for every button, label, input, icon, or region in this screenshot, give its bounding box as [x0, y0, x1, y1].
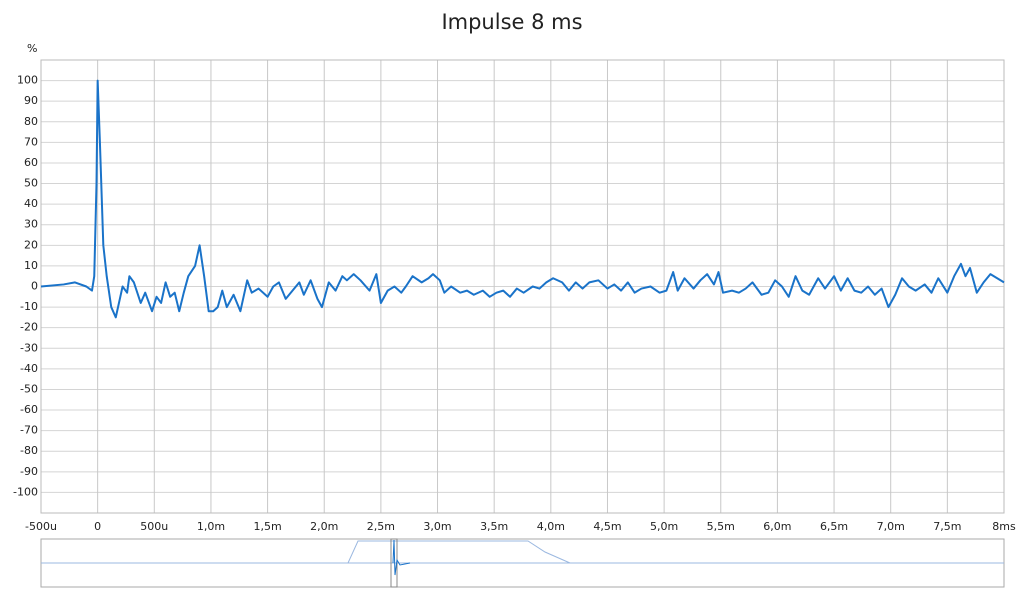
- x-tick-label: 5,0m: [650, 520, 678, 533]
- overview-window: [347, 540, 571, 564]
- overview: [40, 538, 1005, 588]
- x-tick-label: 1,5m: [253, 520, 281, 533]
- y-tick-label: -30: [20, 341, 38, 354]
- y-tick-label: -40: [20, 362, 38, 375]
- x-tick-label: 6,5m: [820, 520, 848, 533]
- x-tick-label: 2,0m: [310, 520, 338, 533]
- data-line: [40, 79, 1005, 319]
- y-tick-label: 40: [24, 197, 38, 210]
- x-tick-label: -500u: [25, 520, 57, 533]
- y-tick-label: 100: [17, 74, 38, 87]
- y-tick-label: -70: [20, 424, 38, 437]
- x-tick-label: 8ms: [992, 520, 1016, 533]
- y-axis-label: %: [27, 42, 37, 55]
- y-tick-label: 70: [24, 135, 38, 148]
- y-tick-label: -50: [20, 382, 38, 395]
- y-tick-label: -60: [20, 403, 38, 416]
- y-tick-label: 10: [24, 259, 38, 272]
- chart-title: Impulse 8 ms: [441, 10, 582, 34]
- y-tick-label: 20: [24, 238, 38, 251]
- y-tick-label: 60: [24, 156, 38, 169]
- y-tick-label: 30: [24, 218, 38, 231]
- x-tick-label: 6,0m: [763, 520, 791, 533]
- x-tick-label: 1,0m: [197, 520, 225, 533]
- y-tick-label: -100: [13, 485, 38, 498]
- x-tick-label: 5,5m: [707, 520, 735, 533]
- x-tick-label: 7,0m: [877, 520, 905, 533]
- x-tick-label: 4,0m: [537, 520, 565, 533]
- y-tick-label: -20: [20, 321, 38, 334]
- y-tick-label: 50: [24, 177, 38, 190]
- x-tick-label: 2,5m: [367, 520, 395, 533]
- y-tick-label: -10: [20, 300, 38, 313]
- y-tick-label: 90: [24, 94, 38, 107]
- y-tick-label: 80: [24, 115, 38, 128]
- overview-trace: [392, 539, 411, 576]
- y-tick-label: -80: [20, 444, 38, 457]
- x-tick-label: 3,0m: [423, 520, 451, 533]
- x-tick-label: 3,5m: [480, 520, 508, 533]
- x-tick-label: 500u: [140, 520, 168, 533]
- x-tick-label: 4,5m: [593, 520, 621, 533]
- y-tick-label: 0: [31, 280, 38, 293]
- x-tick-label: 7,5m: [933, 520, 961, 533]
- y-tick-label: -90: [20, 465, 38, 478]
- x-tick-label: 0: [94, 520, 101, 533]
